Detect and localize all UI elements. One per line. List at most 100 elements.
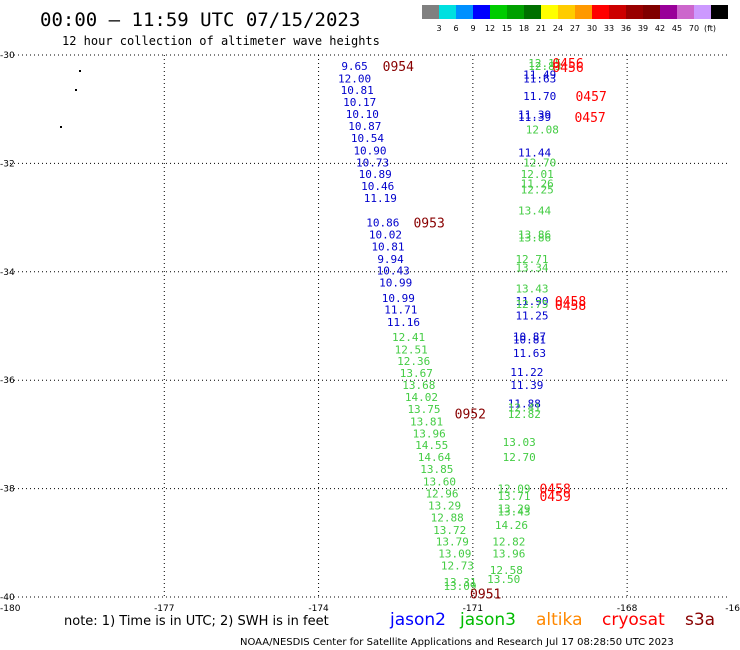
chart-subtitle: 12 hour collection of altimeter wave hei… bbox=[62, 34, 380, 48]
wave-height-value: 13.96 bbox=[413, 427, 446, 440]
wave-height-value: 12.01 bbox=[521, 168, 554, 181]
pass-time-labels: 0954095309520951045604560457045704580458… bbox=[383, 57, 607, 603]
pass-time-label: 0953 bbox=[413, 216, 444, 231]
colorbar-label: 70 bbox=[689, 24, 699, 33]
wave-height-value: 11.39 bbox=[518, 111, 551, 124]
wave-height-value: 10.86 bbox=[366, 216, 399, 229]
pass-time-label: 0456 bbox=[552, 61, 583, 76]
colorbar-label: 33 bbox=[604, 24, 614, 33]
pass-time-label: 0952 bbox=[455, 407, 486, 422]
wave-height-value: 13.86 bbox=[518, 232, 551, 245]
wave-height-value: 10.99 bbox=[382, 292, 415, 305]
colorbar-unit: (ft) bbox=[704, 24, 716, 33]
x-tick-label: -171 bbox=[463, 604, 483, 614]
map-grid: -180 -177 -174 -171 -168 -16 -30 -32 -34 -36 -38 -4… bbox=[0, 51, 740, 614]
colorbar-swatch bbox=[711, 5, 728, 19]
pass-time-label: 0457 bbox=[575, 90, 606, 105]
wave-height-value: 10.17 bbox=[343, 96, 376, 109]
land-dot bbox=[75, 89, 77, 91]
wave-height-value: 13.29 bbox=[497, 503, 530, 516]
y-tick-label: -38 bbox=[0, 485, 15, 495]
wave-height-value: 9.94 bbox=[377, 253, 404, 266]
wave-height-value: 11.90 bbox=[515, 295, 548, 308]
legend-s3a: s3a bbox=[685, 610, 715, 630]
wave-height-value: 11.39 bbox=[510, 379, 543, 392]
colorbar-label: 15 bbox=[502, 24, 512, 33]
colorbar-label: 12 bbox=[485, 24, 495, 33]
wave-height-value: 13.50 bbox=[487, 573, 520, 586]
wave-height-value: 10.10 bbox=[346, 108, 379, 121]
wave-height-points: 9.6512.0010.8110.1710.1010.8710.5410.901… bbox=[338, 57, 561, 593]
pass-time-label: 0458 bbox=[555, 299, 586, 314]
colorbar-label: 21 bbox=[536, 24, 546, 33]
colorbar-label: 45 bbox=[672, 24, 682, 33]
wave-height-value: 10.81 bbox=[513, 334, 546, 347]
wave-height-value: 12.75 bbox=[515, 298, 548, 311]
wave-height-value: 11.19 bbox=[364, 192, 397, 205]
legend-altika: altika bbox=[536, 610, 583, 630]
wave-height-value: 12.82 bbox=[492, 536, 525, 549]
colorbar-swatch bbox=[507, 5, 524, 19]
wave-height-value: 10.90 bbox=[353, 144, 386, 157]
pass-time-label: 0459 bbox=[539, 490, 570, 505]
wave-height-value: 9.65 bbox=[341, 60, 368, 73]
pass-time-label: 0458 bbox=[539, 483, 570, 498]
wave-height-value: 11.70 bbox=[523, 90, 556, 103]
wave-height-value: 10.73 bbox=[356, 156, 389, 169]
wave-height-value: 12.58 bbox=[490, 564, 523, 577]
legend-jason3: jason3 bbox=[459, 610, 516, 630]
y-tick-label: -32 bbox=[0, 159, 15, 169]
y-tick-label: -36 bbox=[0, 376, 15, 386]
wave-height-value: 13.09 bbox=[443, 580, 476, 593]
wave-height-value: 13.44 bbox=[518, 205, 551, 218]
x-tick-label: -168 bbox=[617, 604, 638, 614]
colorbar-label: 36 bbox=[621, 24, 631, 33]
wave-height-value: 12.70 bbox=[523, 156, 556, 169]
wave-height-value: 10.43 bbox=[377, 265, 410, 278]
wave-height-value: 11.26 bbox=[521, 177, 554, 190]
wave-height-value: 13.68 bbox=[402, 379, 435, 392]
wave-height-value: 12.71 bbox=[515, 253, 548, 266]
wave-height-value: 10.54 bbox=[351, 132, 384, 145]
colorbar-swatch bbox=[541, 5, 558, 19]
colorbar-label: 18 bbox=[519, 24, 529, 33]
colorbar-swatch bbox=[660, 5, 677, 19]
wave-height-value: 12.25 bbox=[521, 183, 554, 196]
x-tick-label: -16 bbox=[725, 604, 740, 614]
colorbar-swatch bbox=[592, 5, 609, 19]
wave-height-value: 13.31 bbox=[443, 576, 476, 589]
wave-height-value: 10.99 bbox=[379, 277, 412, 290]
wave-height-value: 13.43 bbox=[515, 283, 548, 296]
land-dot bbox=[79, 70, 81, 72]
wave-height-value: 13.81 bbox=[410, 415, 443, 428]
wave-height-value: 12.82 bbox=[508, 408, 541, 421]
y-tick-label: -34 bbox=[0, 268, 15, 278]
colorbar-label: 24 bbox=[553, 24, 563, 33]
wave-height-value: 12.09 bbox=[497, 483, 530, 496]
wave-height-value: 12.70 bbox=[503, 451, 536, 464]
chart-title: 00:00 — 11:59 UTC 07/15/2023 bbox=[40, 9, 360, 31]
wave-height-value: 12.96 bbox=[425, 487, 458, 500]
colorbar-label: 9 bbox=[470, 24, 475, 33]
pass-time-label: 0954 bbox=[383, 60, 414, 75]
wave-height-value: 13.09 bbox=[438, 548, 471, 561]
wave-height-value: 10.87 bbox=[348, 120, 381, 133]
wave-height-value: 12.00 bbox=[338, 72, 371, 85]
y-tick-label: -30 bbox=[0, 51, 15, 61]
wave-height-value: 12.88 bbox=[431, 511, 464, 524]
x-tick-label: -174 bbox=[308, 604, 329, 614]
wave-height-value: 11.25 bbox=[515, 310, 548, 323]
wave-height-value: 12.41 bbox=[508, 401, 541, 414]
wave-height-value: 10.02 bbox=[369, 228, 402, 241]
wave-height-value: 13.96 bbox=[492, 548, 525, 561]
pass-time-label: 0456 bbox=[552, 57, 583, 72]
wave-height-value: 13.60 bbox=[423, 476, 456, 489]
colorbar-label: 6 bbox=[453, 24, 458, 33]
wave-height-value: 12.08 bbox=[526, 123, 559, 136]
colorbar-swatch bbox=[643, 5, 660, 19]
wave-height-value: 13.34 bbox=[515, 261, 548, 274]
legend-cryosat: cryosat bbox=[602, 610, 665, 630]
wave-height-value: 10.87 bbox=[513, 330, 546, 343]
colorbar-swatch bbox=[694, 5, 711, 19]
